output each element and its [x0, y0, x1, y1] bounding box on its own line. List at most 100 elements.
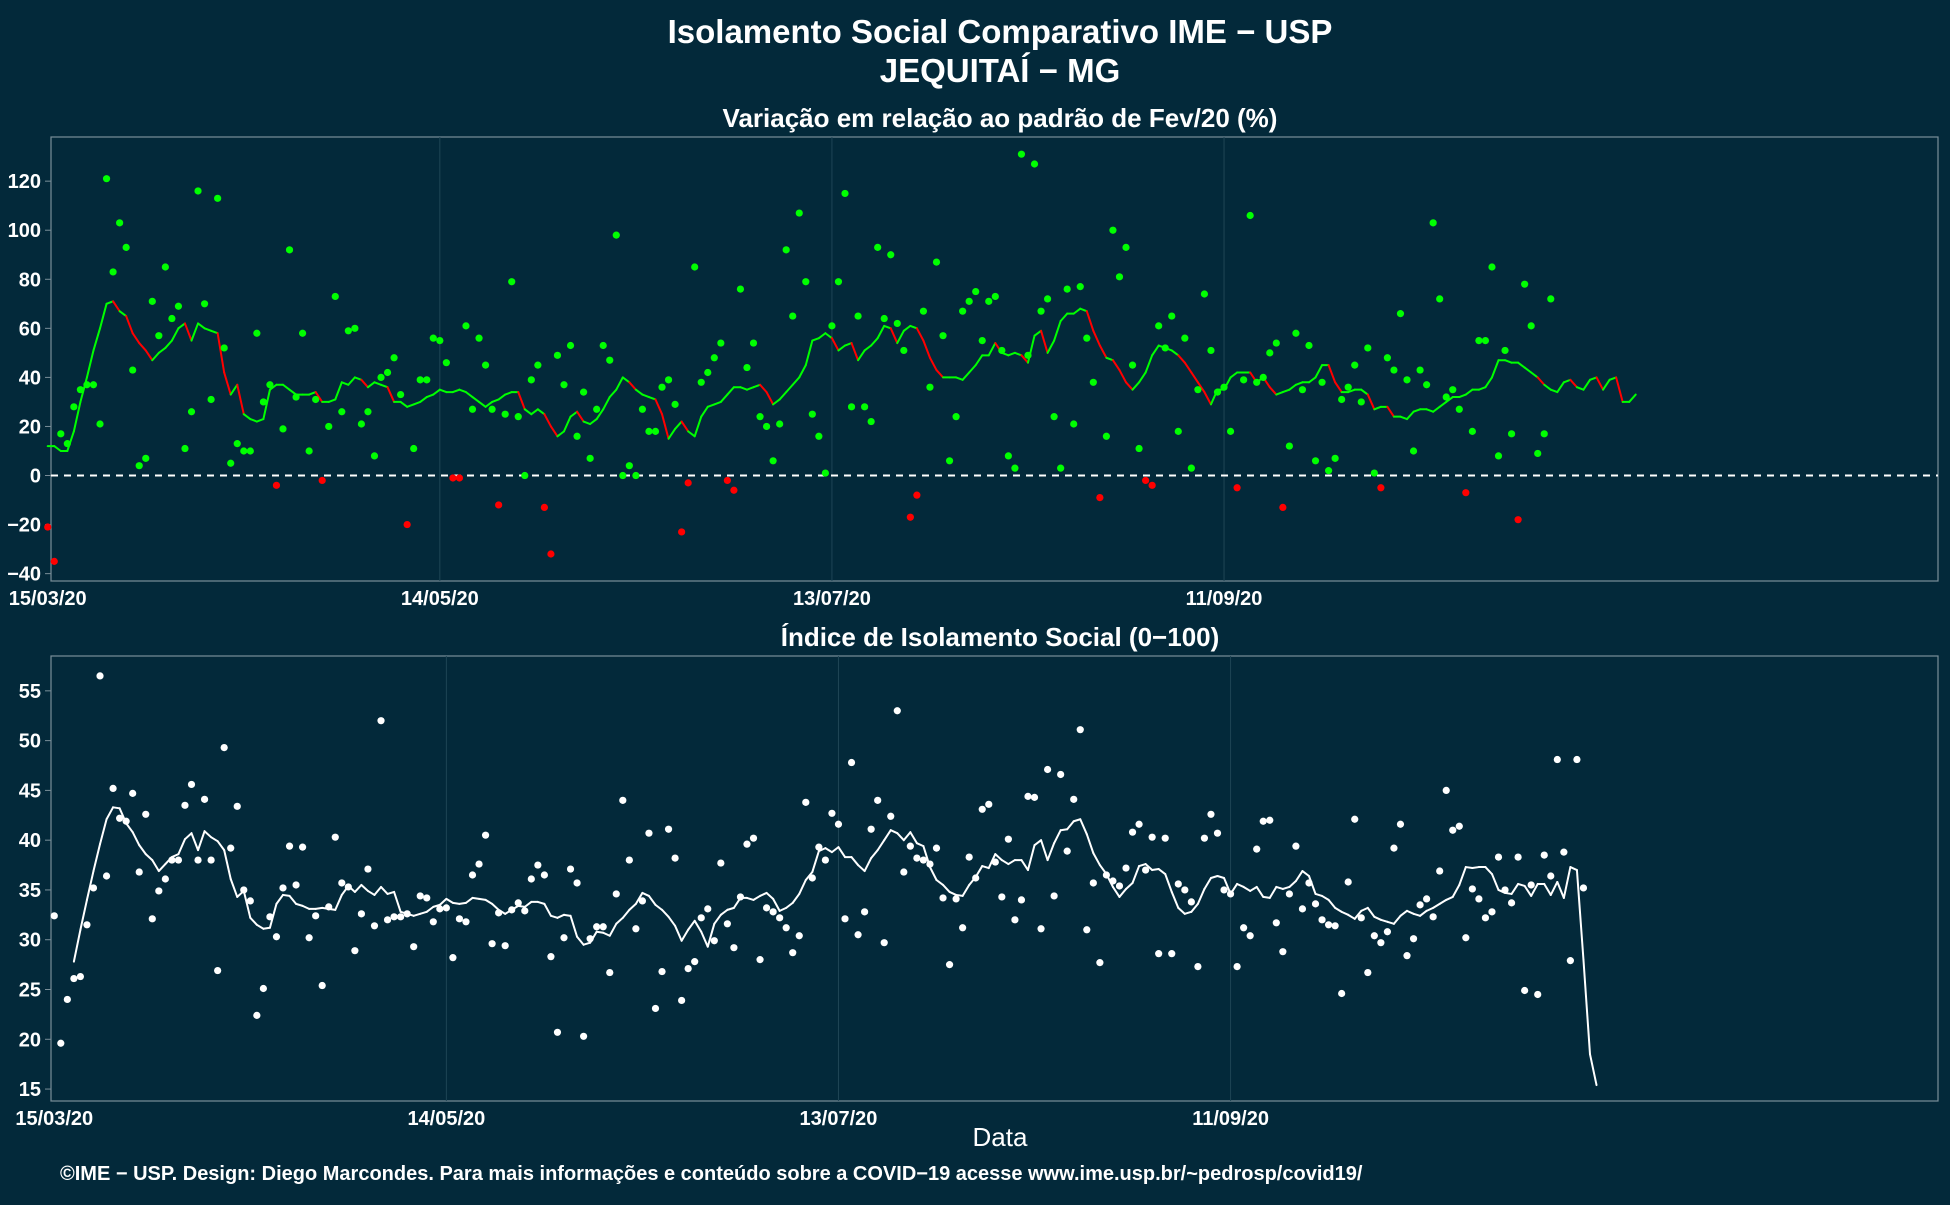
- moving-average-segment: [870, 337, 879, 347]
- moving-average-segment: [1131, 381, 1141, 391]
- moving-average-segment: [915, 327, 925, 342]
- daily-point: [207, 395, 215, 404]
- moving-average-segment: [1386, 920, 1395, 925]
- daily-point: [1266, 349, 1274, 357]
- moving-average-segment: [706, 922, 716, 948]
- moving-average-segment: [1242, 885, 1252, 892]
- moving-average-segment: [994, 853, 1003, 862]
- moving-average-segment: [634, 891, 644, 905]
- daily-point: [155, 332, 163, 340]
- daily-point: [762, 422, 771, 431]
- daily-point: [1187, 898, 1195, 906]
- daily-point: [1115, 882, 1124, 890]
- daily-point: [1024, 351, 1032, 359]
- moving-average-segment: [451, 388, 461, 394]
- panel-frame: [50, 655, 1939, 1102]
- moving-average-segment: [308, 391, 317, 396]
- daily-point: [847, 403, 856, 411]
- moving-average-segment: [334, 893, 343, 911]
- daily-point: [1004, 452, 1012, 460]
- daily-point: [697, 914, 705, 922]
- moving-average-segment: [1177, 906, 1186, 915]
- daily-point: [1096, 959, 1104, 967]
- daily-point: [331, 833, 339, 841]
- moving-average-segment: [281, 893, 291, 897]
- daily-point: [129, 366, 137, 374]
- moving-average-segment: [79, 898, 88, 931]
- daily-point: [312, 912, 320, 920]
- moving-average-segment: [687, 919, 696, 931]
- daily-point: [475, 334, 483, 342]
- daily-point: [893, 707, 901, 715]
- moving-average-segment: [1183, 361, 1193, 374]
- y-tick-label: −20: [7, 515, 41, 537]
- moving-average-segment: [242, 889, 252, 919]
- moving-average-segment: [118, 310, 128, 318]
- daily-point: [815, 843, 823, 851]
- moving-average-segment: [693, 415, 703, 438]
- daily-point: [501, 942, 509, 950]
- daily-point: [880, 314, 888, 323]
- moving-average-segment: [1353, 909, 1363, 920]
- moving-average-segment: [641, 393, 650, 399]
- daily-point: [508, 278, 516, 286]
- moving-average-segment: [870, 849, 879, 860]
- daily-point: [1409, 935, 1418, 943]
- moving-average-segment: [170, 853, 180, 859]
- moving-average-segment: [1334, 906, 1343, 913]
- daily-point: [874, 243, 882, 251]
- daily-point: [455, 915, 464, 923]
- moving-average-segment: [1327, 898, 1337, 909]
- moving-average-segment: [1085, 310, 1095, 332]
- moving-average-segment: [203, 327, 213, 332]
- daily-point: [1436, 867, 1444, 875]
- moving-average-segment: [1203, 391, 1212, 406]
- daily-point: [1390, 844, 1398, 852]
- x-tick-label: 13/07/20: [793, 588, 871, 610]
- moving-average-segment: [99, 302, 108, 330]
- moving-average-segment: [216, 332, 226, 374]
- daily-point: [1475, 337, 1483, 345]
- daily-point: [488, 940, 496, 948]
- daily-point: [1076, 726, 1084, 734]
- daily-point: [76, 386, 85, 394]
- moving-average-segment: [1523, 884, 1533, 897]
- daily-point: [736, 893, 745, 901]
- daily-point: [1220, 886, 1228, 894]
- moving-average-segment: [190, 832, 200, 852]
- daily-point: [1377, 939, 1385, 947]
- moving-average-segment: [216, 840, 226, 852]
- moving-average-segment: [85, 870, 95, 901]
- moving-average-segment: [647, 396, 657, 401]
- moving-average-segment: [491, 902, 500, 911]
- moving-average-segment: [334, 381, 343, 401]
- daily-point: [1233, 484, 1241, 492]
- daily-point: [325, 903, 333, 911]
- daily-point: [1240, 376, 1248, 384]
- daily-point: [240, 886, 248, 894]
- moving-average-segment: [569, 914, 579, 938]
- daily-point: [1246, 932, 1254, 940]
- daily-point: [96, 420, 104, 428]
- daily-point: [638, 897, 647, 905]
- daily-point: [1253, 378, 1261, 386]
- daily-point: [468, 405, 477, 413]
- daily-point: [501, 410, 509, 418]
- moving-average-segment: [360, 883, 369, 892]
- daily-point: [834, 278, 843, 286]
- daily-point: [1037, 307, 1045, 315]
- moving-average-segment: [380, 383, 389, 389]
- moving-average-segment: [242, 413, 252, 421]
- daily-point: [1109, 877, 1117, 885]
- moving-average-segment: [1484, 866, 1493, 876]
- daily-point: [148, 915, 156, 923]
- moving-average-segment: [1432, 405, 1441, 413]
- moving-average-segment: [556, 430, 565, 438]
- daily-point: [253, 329, 261, 337]
- moving-average-segment: [1419, 909, 1428, 917]
- moving-average-segment: [210, 836, 219, 843]
- moving-average-segment: [641, 891, 650, 897]
- daily-point: [1226, 427, 1235, 435]
- moving-average-segment: [249, 916, 258, 926]
- moving-average-segment: [497, 393, 507, 401]
